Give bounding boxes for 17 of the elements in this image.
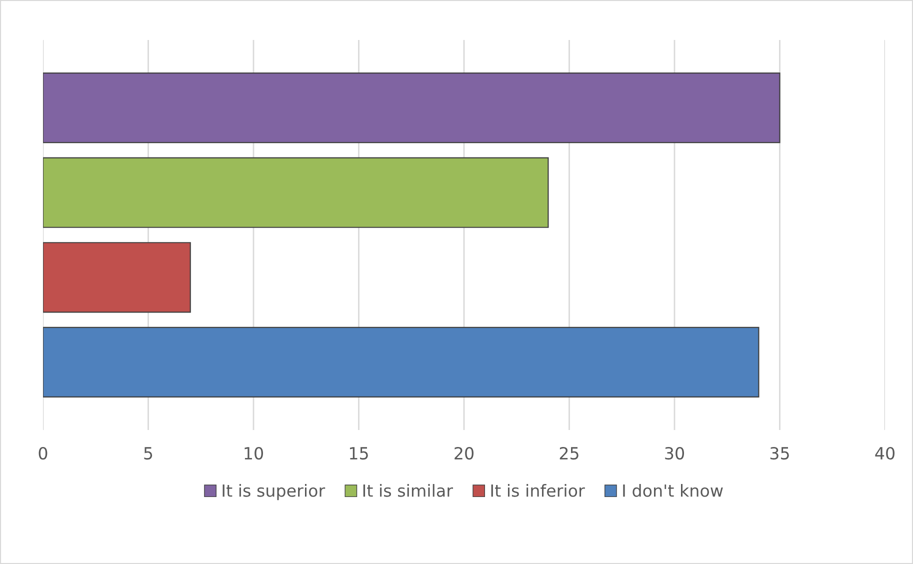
bar — [43, 72, 780, 144]
x-tick-label: 10 — [244, 446, 263, 460]
x-tick-label: 15 — [350, 447, 368, 460]
x-tick-label: 40 — [875, 446, 894, 460]
x-tick-label: 30 — [665, 446, 684, 460]
legend-label: It is similar — [363, 484, 453, 497]
legend-label: It is inferior — [491, 484, 585, 497]
x-tick-label: 20 — [454, 446, 474, 460]
legend-label: It is superior — [222, 484, 326, 500]
x-tick-label: 5 — [144, 447, 152, 460]
x-tick-label: 35 — [770, 446, 789, 460]
x-tick-label: 0 — [38, 446, 48, 460]
bar — [43, 157, 549, 228]
x-tick-label: 25 — [560, 446, 578, 460]
bar — [43, 326, 760, 398]
bar — [43, 242, 191, 313]
legend-label: I don't know — [623, 484, 723, 497]
